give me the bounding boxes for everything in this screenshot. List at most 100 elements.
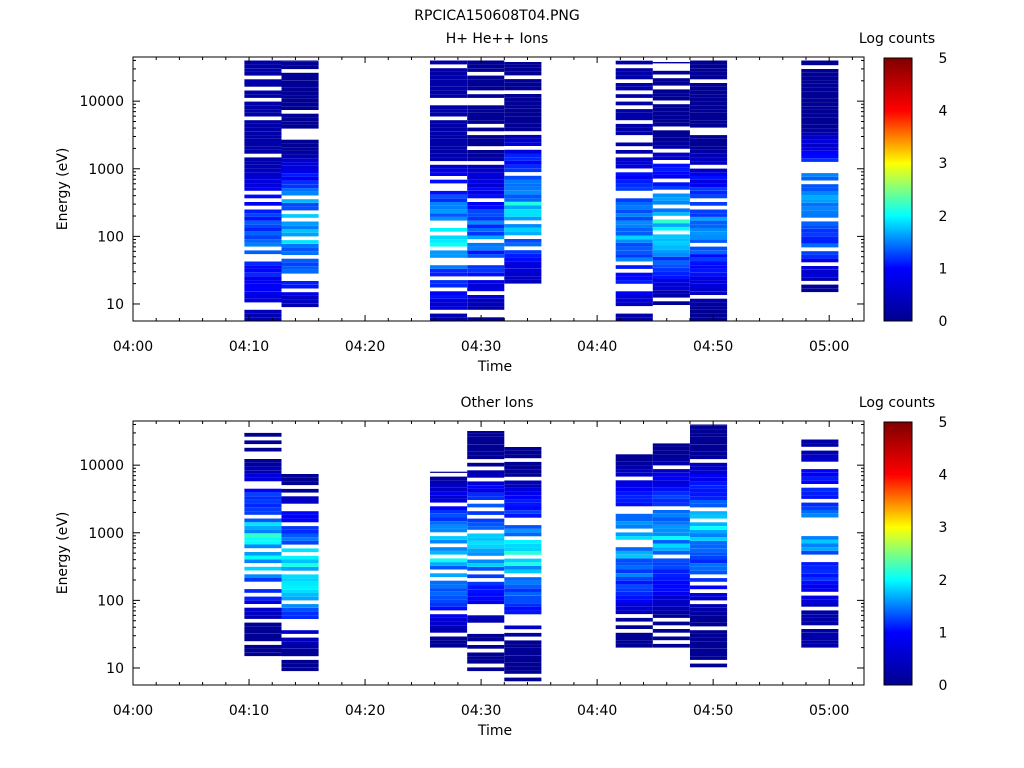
- spectrogram-cell: [467, 213, 505, 217]
- spectrogram-cell: [801, 214, 839, 218]
- spectrogram-cell: [615, 302, 653, 307]
- spectrogram-cell: [690, 287, 728, 292]
- spectrogram-cell: [281, 95, 319, 99]
- spectrogram-cell: [690, 209, 728, 214]
- spectrogram-cell: [504, 495, 542, 500]
- spectrogram-cell: [801, 565, 839, 570]
- spectrogram-cell: [281, 176, 319, 181]
- spectrogram-cell: [652, 472, 690, 477]
- spectrogram-cell: [244, 648, 282, 653]
- spectrogram-cell: [615, 599, 653, 603]
- spectrogram-cell: [244, 566, 282, 571]
- spectrogram-cell: [504, 86, 542, 91]
- spectrogram-cell: [504, 134, 542, 139]
- spectrogram-cell: [615, 554, 653, 559]
- spectrogram-cell: [690, 470, 728, 474]
- spectrogram-cell: [467, 116, 505, 121]
- spectrogram-cell: [504, 655, 542, 659]
- spectrogram-cell: [467, 455, 505, 460]
- spectrogram-cell: [281, 630, 319, 634]
- spectrogram-cell: [615, 461, 653, 466]
- spectrogram-cell: [690, 105, 728, 109]
- spectrogram-cell: [690, 187, 728, 191]
- spectrogram-cell: [244, 313, 282, 318]
- spectrogram-cell: [430, 536, 468, 540]
- spectrogram-cell: [430, 640, 468, 644]
- y-tick-label: 1000: [88, 526, 124, 542]
- spectrogram-cell: [615, 164, 653, 169]
- spectrogram-cell: [615, 265, 653, 269]
- spectrogram-cell: [504, 123, 542, 128]
- spectrogram-cell: [467, 228, 505, 232]
- spectrogram-cell: [244, 600, 282, 604]
- spectrogram-cell: [281, 299, 319, 304]
- spectrogram-cell: [430, 565, 468, 570]
- spectrogram-cell: [430, 313, 468, 318]
- spectrogram-cell: [504, 253, 542, 258]
- spectrogram-cell: [467, 220, 505, 225]
- spectrogram-cell: [281, 511, 319, 515]
- spectrogram-cell: [430, 120, 468, 124]
- spectrogram-cell: [504, 599, 542, 604]
- spectrogram-cell: [430, 625, 468, 629]
- spectrogram-cell: [244, 265, 282, 269]
- spectrogram-cell: [504, 558, 542, 563]
- spectrogram-cell: [652, 513, 690, 518]
- spectrogram-cell: [615, 235, 653, 240]
- spectrogram-cell: [615, 480, 653, 484]
- spectrogram-cell: [430, 606, 468, 611]
- spectrogram-cell: [467, 280, 505, 284]
- spectrogram-cell: [690, 157, 728, 162]
- spectrogram-cell: [281, 663, 319, 668]
- spectrogram-cell: [801, 143, 839, 147]
- spectrogram-cell: [801, 258, 839, 263]
- spectrogram-cell: [652, 238, 690, 242]
- spectrogram-cell: [244, 250, 282, 255]
- spectrogram-cell: [801, 117, 839, 121]
- spectrogram-cell: [281, 188, 319, 192]
- spectrogram-cell: [652, 614, 690, 618]
- spectrogram-cell: [504, 514, 542, 518]
- spectrogram-cell: [244, 172, 282, 176]
- spectrogram-cell: [652, 275, 690, 279]
- spectrogram-cell: [652, 134, 690, 138]
- spectrogram-cell: [690, 71, 728, 76]
- spectrogram-cell: [652, 610, 690, 615]
- spectrogram-cell: [281, 173, 319, 177]
- spectrogram-cell: [281, 500, 319, 504]
- figure-title: RPCICA150608T04.PNG: [414, 8, 579, 24]
- spectrogram-cell: [244, 168, 282, 173]
- spectrogram-cell: [430, 562, 468, 566]
- spectrogram-cell: [652, 167, 690, 172]
- spectrogram-cell: [467, 485, 505, 489]
- spectrogram-cell: [244, 626, 282, 630]
- spectrogram-cell: [244, 68, 282, 72]
- spectrogram-cell: [244, 637, 282, 642]
- spectrogram-cell: [504, 450, 542, 455]
- spectrogram-cell: [801, 547, 839, 551]
- spectrogram-cell: [430, 209, 468, 214]
- spectrogram-cell: [615, 617, 653, 622]
- spectrogram-cell: [652, 443, 690, 447]
- spectrogram-cell: [615, 295, 653, 299]
- spectrogram-cell: [690, 548, 728, 553]
- spectrogram-cell: [652, 241, 690, 246]
- spectrogram-cell: [244, 552, 282, 556]
- spectrogram-cell: [690, 424, 728, 426]
- spectrogram-cell: [281, 102, 319, 107]
- spectrogram-cell: [690, 474, 728, 478]
- spectrogram-cell: [430, 528, 468, 533]
- spectrogram-cell: [430, 584, 468, 589]
- spectrogram-cell: [615, 640, 653, 644]
- spectrogram-cell: [430, 629, 468, 633]
- spectrogram-cell: [467, 298, 505, 303]
- spectrogram-cell: [467, 567, 505, 571]
- spectrogram-cell: [430, 317, 468, 321]
- spectrogram-cell: [430, 265, 468, 269]
- spectrogram-cell: [504, 487, 542, 492]
- spectrogram-cell: [615, 116, 653, 121]
- spectrogram-cell: [281, 667, 319, 672]
- spectrogram-cell: [652, 524, 690, 529]
- spectrogram-cell: [801, 154, 839, 159]
- spectrogram-cell: [244, 440, 282, 445]
